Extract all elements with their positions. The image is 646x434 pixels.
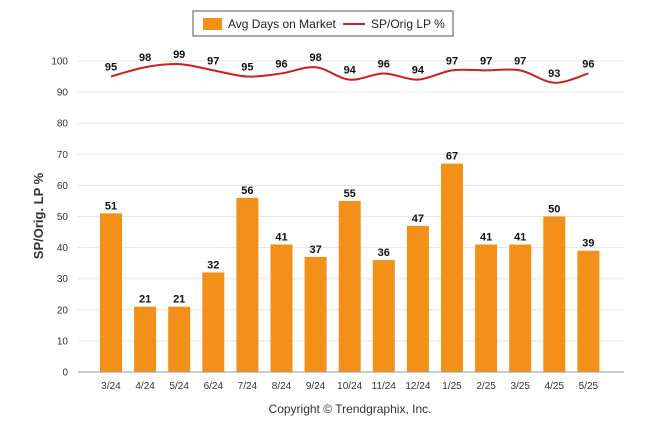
bar <box>406 225 429 372</box>
x-tick-label: 2/25 <box>476 381 496 392</box>
bar <box>372 260 395 372</box>
bar-value-label: 41 <box>514 231 526 243</box>
bar-data-labels: 51 21 21 32 56 41 37 55 36 47 67 41 41 50 39 <box>105 151 595 306</box>
line-value-label: 99 <box>173 49 185 61</box>
line-value-label: 97 <box>446 55 458 67</box>
y-axis-title: SP/Orig. LP % <box>31 172 46 259</box>
line-value-label: 97 <box>480 55 492 67</box>
legend-swatch-bar <box>203 18 222 30</box>
x-tick-label: 10/24 <box>337 381 362 392</box>
x-tick-label: 7/24 <box>238 381 258 392</box>
bar <box>236 197 259 372</box>
bar <box>202 272 225 372</box>
x-tick-label: 3/24 <box>101 381 121 392</box>
line-value-label: 93 <box>548 68 560 80</box>
bar-value-label: 50 <box>548 204 560 216</box>
x-tick-label: 6/24 <box>204 381 224 392</box>
line-series <box>110 63 589 84</box>
bar-value-label: 21 <box>173 294 185 306</box>
legend: Avg Days on Market SP/Orig LP % <box>192 10 454 37</box>
bar-value-label: 67 <box>446 151 458 163</box>
y-tick-label: 80 <box>57 119 69 130</box>
bar-value-label: 39 <box>582 238 594 250</box>
y-tick-label: 30 <box>57 274 69 285</box>
bar <box>543 216 566 372</box>
bar <box>509 244 532 372</box>
legend-label-line: SP/Orig LP % <box>371 17 445 31</box>
line-value-label: 98 <box>139 52 151 64</box>
line-data-labels: 95 98 99 97 95 96 98 94 96 94 97 97 97 93 96 <box>105 49 595 80</box>
y-tick-label: 10 <box>57 336 69 347</box>
bar <box>134 306 157 372</box>
bar <box>304 256 327 372</box>
legend-label-bar: Avg Days on Market <box>228 17 336 31</box>
bar <box>441 163 463 372</box>
bar <box>577 250 600 372</box>
line-value-label: 95 <box>105 62 117 74</box>
legend-box <box>192 10 454 37</box>
y-tick-label: 40 <box>57 243 69 254</box>
y-tick-label: 0 <box>62 368 68 379</box>
x-tick-label: 4/25 <box>545 381 565 392</box>
bar-value-label: 47 <box>412 213 424 225</box>
bar <box>168 306 191 372</box>
bar-value-label: 55 <box>344 188 356 200</box>
y-tick-label: 60 <box>57 181 69 192</box>
bar-value-label: 51 <box>105 200 117 212</box>
x-tick-label: 4/24 <box>135 381 155 392</box>
copyright-text: Copyright © Trendgraphix, Inc. <box>269 402 432 416</box>
bar <box>100 213 122 372</box>
y-tick-label: 90 <box>57 88 69 99</box>
line-value-label: 96 <box>378 58 390 70</box>
y-axis-ticks: 0 10 20 30 40 50 60 70 80 90 100 <box>51 57 68 379</box>
x-tick-label: 12/24 <box>405 381 430 392</box>
line-value-label: 96 <box>582 58 594 70</box>
x-tick-label: 9/24 <box>306 381 326 392</box>
line-value-label: 97 <box>514 55 526 67</box>
x-tick-label: 1/25 <box>442 381 462 392</box>
sp-orig-lp-line <box>110 63 589 84</box>
line-value-label: 95 <box>241 62 253 74</box>
x-tick-label: 11/24 <box>372 381 397 392</box>
bar-value-label: 41 <box>480 231 492 243</box>
bar-value-label: 32 <box>207 259 219 271</box>
x-tick-label: 3/25 <box>510 381 530 392</box>
bar-series <box>100 163 600 372</box>
x-axis-ticks: 3/24 4/24 5/24 6/24 7/24 8/24 9/24 10/24 11/24 12… <box>101 381 598 392</box>
line-value-label: 96 <box>275 58 287 70</box>
bar-value-label: 21 <box>139 294 151 306</box>
line-value-label: 94 <box>412 65 425 77</box>
x-tick-label: 8/24 <box>272 381 292 392</box>
bar <box>270 244 293 372</box>
x-tick-label: 5/24 <box>169 381 189 392</box>
bar <box>338 200 361 372</box>
y-tick-label: 20 <box>57 305 69 316</box>
y-tick-label: 100 <box>51 57 68 68</box>
bar-value-label: 36 <box>378 247 390 259</box>
line-value-label: 97 <box>207 55 219 67</box>
line-value-label: 98 <box>309 52 321 64</box>
bar-value-label: 56 <box>241 185 253 197</box>
bar <box>475 244 498 372</box>
line-value-label: 94 <box>344 65 357 77</box>
y-tick-label: 50 <box>57 212 69 223</box>
x-tick-label: 5/25 <box>579 381 599 392</box>
y-tick-label: 70 <box>57 150 69 161</box>
bar-value-label: 41 <box>275 231 287 243</box>
bar-value-label: 37 <box>309 244 321 256</box>
